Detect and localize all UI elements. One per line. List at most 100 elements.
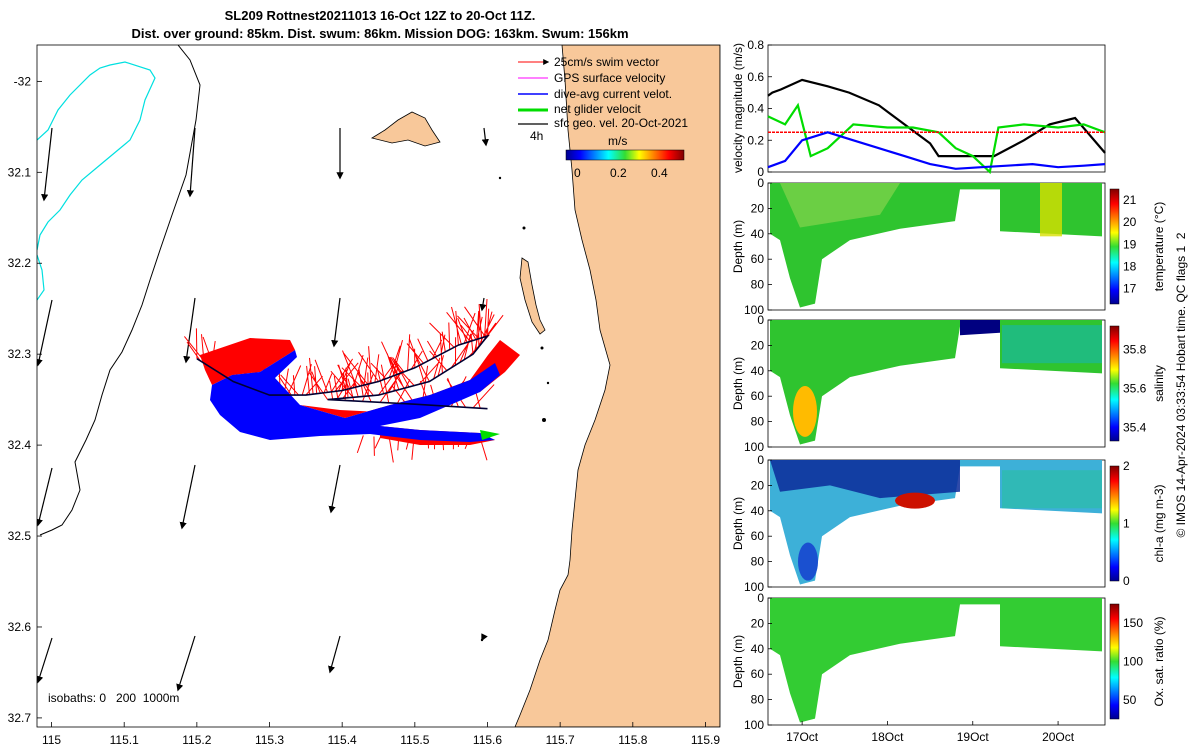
date-tick: 17Oct xyxy=(786,730,819,744)
geo-vector xyxy=(186,127,196,198)
colorbar-tick: 18 xyxy=(1123,259,1137,273)
map-y-tick: 32.6 xyxy=(8,620,32,634)
date-tick: 18Oct xyxy=(871,730,904,744)
map-x-axis: 115 115.1 115.2 115.3 115.4 115.5 115.6 115.7 11… xyxy=(42,722,720,747)
colorbar-tick: 0.2 xyxy=(610,166,627,180)
colorbar-tick: 150 xyxy=(1123,616,1143,630)
date-tick: 20Oct xyxy=(1042,730,1075,744)
depth-ylabel: Depth (m) xyxy=(731,220,745,273)
geo-vector xyxy=(328,464,341,514)
depth-tick: 60 xyxy=(751,252,765,266)
map-x-tick: 115.9 xyxy=(691,733,720,747)
depth-tick: 80 xyxy=(751,278,765,292)
velocity-y-axis: 0 0.2 0.4 0.6 0.8 xyxy=(747,38,772,179)
geo-vector xyxy=(481,127,489,147)
swim-vector xyxy=(356,435,364,454)
colorbar-label: chl-a (mg m-3) xyxy=(1152,484,1166,562)
swim-vector-mass-west xyxy=(200,338,295,385)
geo-vector xyxy=(479,297,487,312)
depth-ylabel: Depth (m) xyxy=(731,635,745,688)
map-colorbar xyxy=(565,149,685,161)
colorbar-tick: 21 xyxy=(1123,193,1137,207)
depth-tick: 20 xyxy=(751,201,765,215)
map-y-tick: 32.1 xyxy=(8,165,32,179)
isobath-1000m xyxy=(39,45,201,536)
rottnest-island xyxy=(370,111,441,147)
net-glider-velocity xyxy=(480,430,500,440)
map-x-tick: 115.6 xyxy=(473,733,502,747)
legend-net-glider: net glider velocit xyxy=(554,102,641,116)
section-panel: 0 20 40 60 80 100 Depth (m) 0 1 2 chl-a (mg m-3) xyxy=(731,453,1166,594)
glider-track xyxy=(196,334,490,410)
velocity-y-tick: 0.6 xyxy=(747,70,764,84)
colorbar-tick: 50 xyxy=(1123,693,1137,707)
depth-tick: 40 xyxy=(751,364,765,378)
velocity-series-line xyxy=(767,131,1106,170)
depth-tick: 100 xyxy=(744,440,764,454)
map-y-tick: 32.2 xyxy=(8,256,32,270)
map-y-tick: 32.3 xyxy=(8,347,32,361)
depth-ylabel: Depth (m) xyxy=(731,497,745,550)
date-axis: 17Oct 18Oct 19Oct 20Oct xyxy=(786,721,1075,744)
geo-vector xyxy=(37,637,53,684)
chart-title-line-1: SL209 Rottnest20211013 16-Oct 12Z to 20-… xyxy=(224,8,536,23)
geo-vector xyxy=(183,297,196,364)
velocity-series xyxy=(767,78,1106,175)
dive-avg-current-band xyxy=(210,350,500,442)
colorbar-tick: 20 xyxy=(1123,215,1137,229)
side-note: © IMOS 14-Apr-2024 03:33:54 Hobart time.… xyxy=(1174,232,1188,537)
depth-tick: 40 xyxy=(751,504,765,518)
section-colorbar xyxy=(1109,325,1120,442)
velocity-y-tick: 0.4 xyxy=(747,102,764,116)
colorbar-label: Ox. sat. ratio (%) xyxy=(1152,616,1166,706)
colorbar-tick: 19 xyxy=(1123,237,1137,251)
depth-tick: 100 xyxy=(744,580,764,594)
legend-swim-vector: 25cm/s swim vector xyxy=(554,55,659,69)
depth-tick: 100 xyxy=(744,303,764,317)
colorbar-tick: 0 xyxy=(1123,574,1130,588)
isobaths-label: isobaths: 0 200 1000m xyxy=(48,691,179,705)
depth-tick: 0 xyxy=(757,313,764,327)
depth-tick: 80 xyxy=(751,555,765,569)
map-x-tick: 115.8 xyxy=(618,733,647,747)
colorbar-tick: 35.6 xyxy=(1123,381,1147,395)
map-panel: 115 115.1 115.2 115.3 115.4 115.5 115.6 115.7 11… xyxy=(8,44,721,747)
map-y-tick: 32.5 xyxy=(8,529,32,543)
section-colorbar xyxy=(1109,188,1120,305)
legend-sfc-geo: sfc geo. vel. 20-Oct-2021 xyxy=(554,116,688,130)
colorbar-tick: 100 xyxy=(1123,655,1143,669)
map-x-tick: 115.1 xyxy=(110,733,139,747)
map-y-tick: 32.4 xyxy=(8,438,32,452)
garden-island xyxy=(519,257,546,335)
colorbar-tick: 35.4 xyxy=(1123,420,1147,434)
geo-vector xyxy=(41,127,53,202)
depth-tick: 0 xyxy=(757,176,764,190)
velocity-ylabel: velocity magnitude (m/s) xyxy=(731,43,745,173)
colorbar-tick: 35.8 xyxy=(1123,342,1147,356)
velocity-panel: 0 0.2 0.4 0.6 0.8 velocity magnitude (m/s) xyxy=(731,38,1106,179)
geo-vector xyxy=(331,297,341,348)
colorbar-label: temperature (°C) xyxy=(1152,202,1166,292)
velocity-y-tick: 0.8 xyxy=(747,38,764,52)
map-x-tick: 115.3 xyxy=(255,733,284,747)
velocity-y-tick: 0 xyxy=(757,165,764,179)
depth-tick: 80 xyxy=(751,693,765,707)
depth-tick: 20 xyxy=(751,616,765,630)
colorbar-label: salinity xyxy=(1152,365,1166,402)
map-x-tick: 115.4 xyxy=(328,733,357,747)
section-colorbar xyxy=(1109,603,1120,720)
section-data-field xyxy=(770,598,1102,723)
legend-note: 4h xyxy=(530,129,543,143)
colorbar-unit: m/s xyxy=(608,134,627,148)
depth-tick: 100 xyxy=(744,718,764,732)
swim-vector xyxy=(397,437,400,451)
depth-tick: 0 xyxy=(757,453,764,467)
section-panel: 0 20 40 60 80 100 Depth (m) 35.4 35.6 35.8 salinit… xyxy=(731,313,1166,454)
isobath-200m xyxy=(37,61,156,251)
depth-tick: 60 xyxy=(751,529,765,543)
geo-vector xyxy=(481,633,488,642)
mainland xyxy=(514,45,720,727)
map-y-axis: -32 32.1 32.2 32.3 32.4 32.5 32.6 32.7 xyxy=(8,74,42,725)
